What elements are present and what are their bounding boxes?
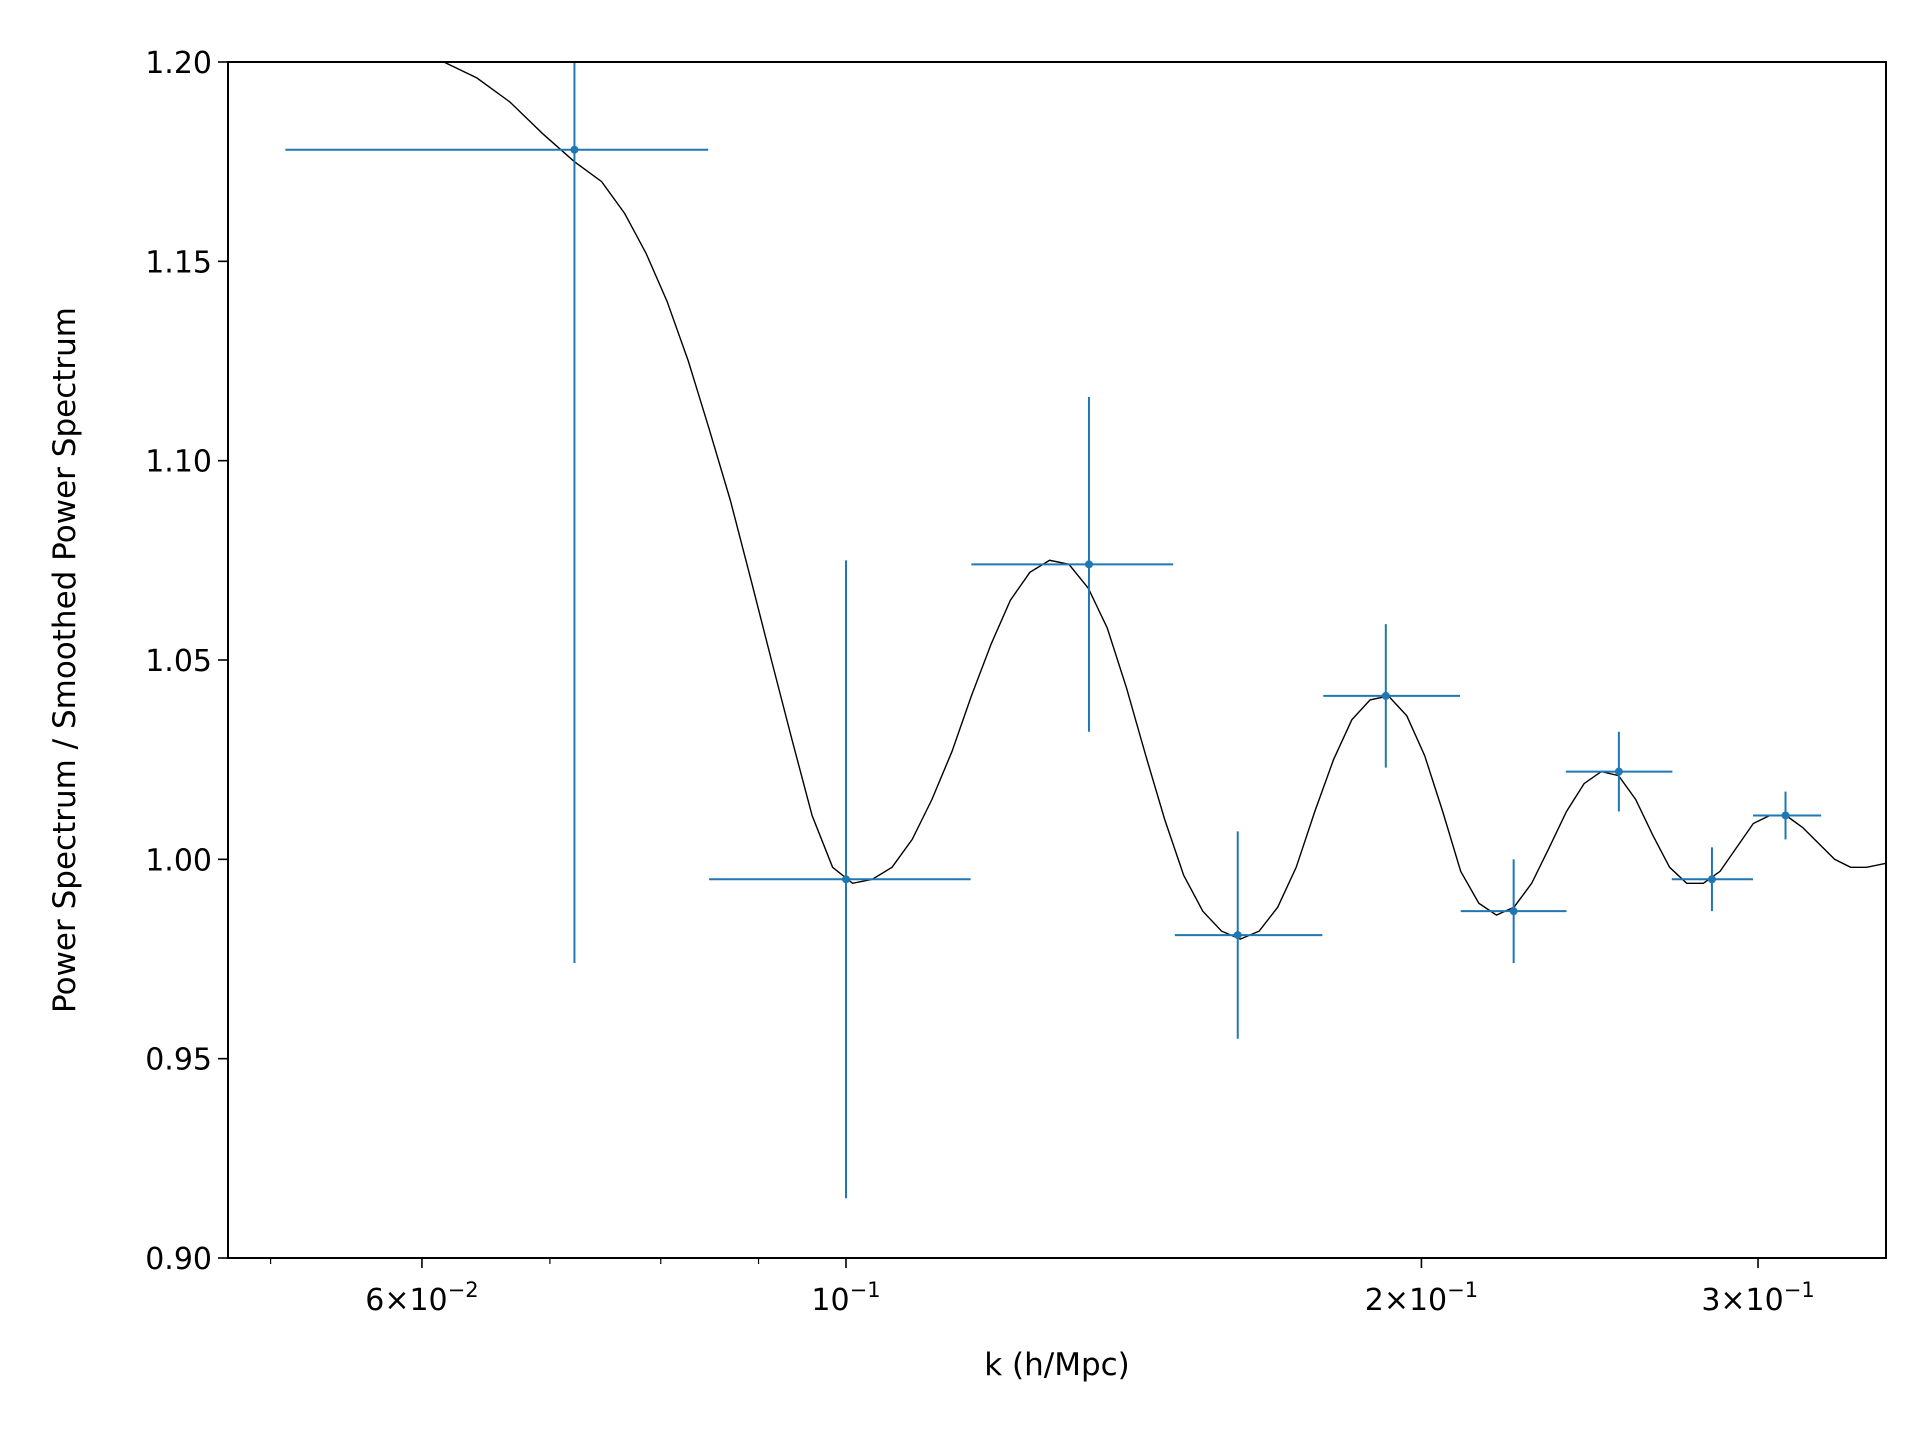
x-tick-label: 2×10−1: [1365, 1278, 1478, 1318]
x-axis-label: k (h/Mpc): [984, 1347, 1130, 1383]
y-tick-label: 0.90: [145, 1242, 212, 1277]
y-axis-label: Power Spectrum / Smoothed Power Spectrum: [47, 307, 83, 1013]
data-point-4: [1174, 831, 1323, 1039]
data-point-marker: [1707, 875, 1716, 884]
data-points-layer: [285, 62, 1822, 1199]
data-point-marker: [570, 145, 579, 154]
data-point-marker: [1509, 907, 1518, 916]
y-tick-label: 1.00: [145, 843, 212, 878]
data-point-marker: [842, 875, 851, 884]
x-axis: 6×10−2 10−1 2×10−1 3×10−1: [269, 1258, 1815, 1318]
data-point-marker: [1781, 811, 1790, 820]
data-point-marker: [1233, 931, 1242, 940]
model-curve-layer: [228, 62, 1886, 940]
data-point-6: [1460, 859, 1567, 963]
data-point-marker: [1614, 767, 1623, 776]
y-tick-label: 1.05: [145, 644, 212, 679]
data-point-1: [285, 62, 709, 963]
model-curve: [228, 62, 1886, 940]
x-tick-label: 3×10−1: [1701, 1278, 1814, 1318]
x-tick-label: 10−1: [811, 1278, 880, 1318]
data-point-7: [1565, 731, 1673, 812]
y-tick-label: 1.10: [145, 445, 212, 480]
data-point-9: [1753, 791, 1822, 840]
y-axis: 0.90 0.95 1.00 1.05 1.10 1.15 1.20: [145, 46, 228, 1277]
axes-frame: [227, 61, 1887, 1259]
data-point-5: [1323, 624, 1460, 768]
y-tick-label: 1.20: [145, 46, 212, 81]
data-point-marker: [1084, 560, 1093, 569]
data-point-8: [1671, 847, 1754, 912]
x-tick-label: 6×10−2: [365, 1278, 478, 1318]
y-tick-label: 1.15: [145, 245, 212, 280]
data-point-2: [709, 560, 971, 1199]
data-point-3: [971, 396, 1174, 732]
plot-area: [228, 62, 1886, 1199]
y-tick-label: 0.95: [145, 1043, 212, 1078]
data-point-marker: [1381, 691, 1390, 700]
